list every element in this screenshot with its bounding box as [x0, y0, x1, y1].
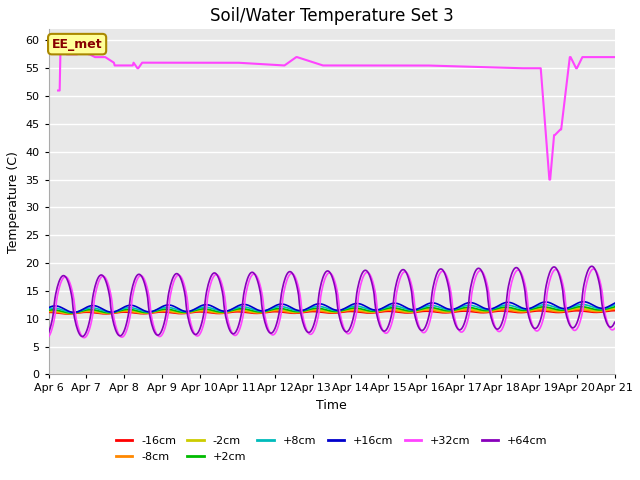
+8cm — [579, 301, 586, 307]
-2cm — [611, 305, 618, 311]
+64cm — [79, 334, 86, 339]
-2cm — [560, 308, 568, 313]
+64cm — [611, 319, 618, 325]
+2cm — [435, 306, 442, 312]
-16cm — [45, 310, 52, 315]
-16cm — [560, 309, 568, 315]
+2cm — [560, 307, 568, 313]
Line: +32cm: +32cm — [49, 269, 614, 338]
+16cm — [379, 305, 387, 311]
-16cm — [63, 311, 71, 317]
+16cm — [194, 304, 202, 310]
-16cm — [324, 310, 332, 316]
+8cm — [435, 304, 442, 310]
Line: +8cm: +8cm — [49, 304, 614, 312]
+64cm — [435, 268, 442, 274]
+16cm — [45, 305, 52, 311]
+2cm — [68, 310, 76, 316]
Text: EE_met: EE_met — [52, 37, 102, 50]
+16cm — [170, 303, 177, 309]
-8cm — [611, 306, 618, 312]
Line: -16cm: -16cm — [49, 311, 614, 314]
-8cm — [435, 309, 442, 314]
-8cm — [379, 308, 387, 314]
+16cm — [70, 310, 77, 315]
-2cm — [170, 309, 177, 314]
+8cm — [611, 302, 618, 308]
+32cm — [560, 285, 568, 290]
-2cm — [194, 307, 202, 313]
-2cm — [66, 311, 74, 316]
+32cm — [80, 335, 88, 341]
+32cm — [324, 271, 332, 276]
+16cm — [560, 306, 568, 312]
-16cm — [379, 309, 387, 314]
-8cm — [560, 309, 568, 314]
-8cm — [170, 310, 177, 315]
Line: +2cm: +2cm — [49, 307, 614, 313]
+2cm — [324, 307, 332, 313]
+64cm — [170, 274, 177, 279]
X-axis label: Time: Time — [316, 399, 347, 412]
-8cm — [324, 309, 332, 315]
Y-axis label: Temperature (C): Temperature (C) — [7, 151, 20, 253]
+64cm — [560, 296, 568, 302]
+8cm — [324, 306, 332, 312]
+2cm — [379, 307, 387, 312]
+2cm — [577, 304, 585, 310]
Line: -2cm: -2cm — [49, 308, 614, 313]
+8cm — [69, 310, 77, 315]
+8cm — [45, 306, 52, 312]
-16cm — [170, 310, 177, 316]
+16cm — [611, 300, 618, 306]
-8cm — [65, 311, 73, 316]
+8cm — [379, 306, 387, 312]
+8cm — [560, 306, 568, 312]
+16cm — [324, 304, 332, 310]
+32cm — [379, 327, 387, 333]
Line: +64cm: +64cm — [49, 266, 614, 336]
+8cm — [170, 306, 177, 312]
-16cm — [194, 309, 202, 315]
+2cm — [170, 307, 177, 313]
-8cm — [194, 308, 202, 314]
+64cm — [588, 264, 596, 269]
-16cm — [611, 308, 618, 313]
Line: -8cm: -8cm — [49, 309, 614, 313]
+2cm — [45, 307, 52, 313]
-2cm — [435, 307, 442, 313]
+2cm — [194, 307, 202, 312]
-2cm — [379, 307, 387, 313]
+64cm — [45, 329, 52, 335]
Legend: -16cm, -8cm, -2cm, +2cm, +8cm, +16cm, +32cm, +64cm: -16cm, -8cm, -2cm, +2cm, +8cm, +16cm, +3… — [111, 432, 552, 466]
+16cm — [435, 301, 442, 307]
+8cm — [194, 306, 202, 312]
+64cm — [194, 330, 202, 336]
-2cm — [324, 309, 332, 314]
+32cm — [611, 325, 618, 331]
+32cm — [435, 273, 442, 279]
+32cm — [589, 266, 597, 272]
+2cm — [611, 304, 618, 310]
Title: Soil/Water Temperature Set 3: Soil/Water Temperature Set 3 — [210, 7, 454, 25]
+16cm — [579, 299, 587, 305]
+64cm — [379, 328, 387, 334]
-16cm — [435, 310, 442, 315]
+32cm — [170, 279, 177, 285]
+64cm — [324, 268, 332, 274]
Line: +16cm: +16cm — [49, 302, 614, 312]
-8cm — [45, 309, 52, 314]
-2cm — [45, 308, 52, 314]
+32cm — [194, 333, 202, 339]
+32cm — [45, 334, 52, 340]
